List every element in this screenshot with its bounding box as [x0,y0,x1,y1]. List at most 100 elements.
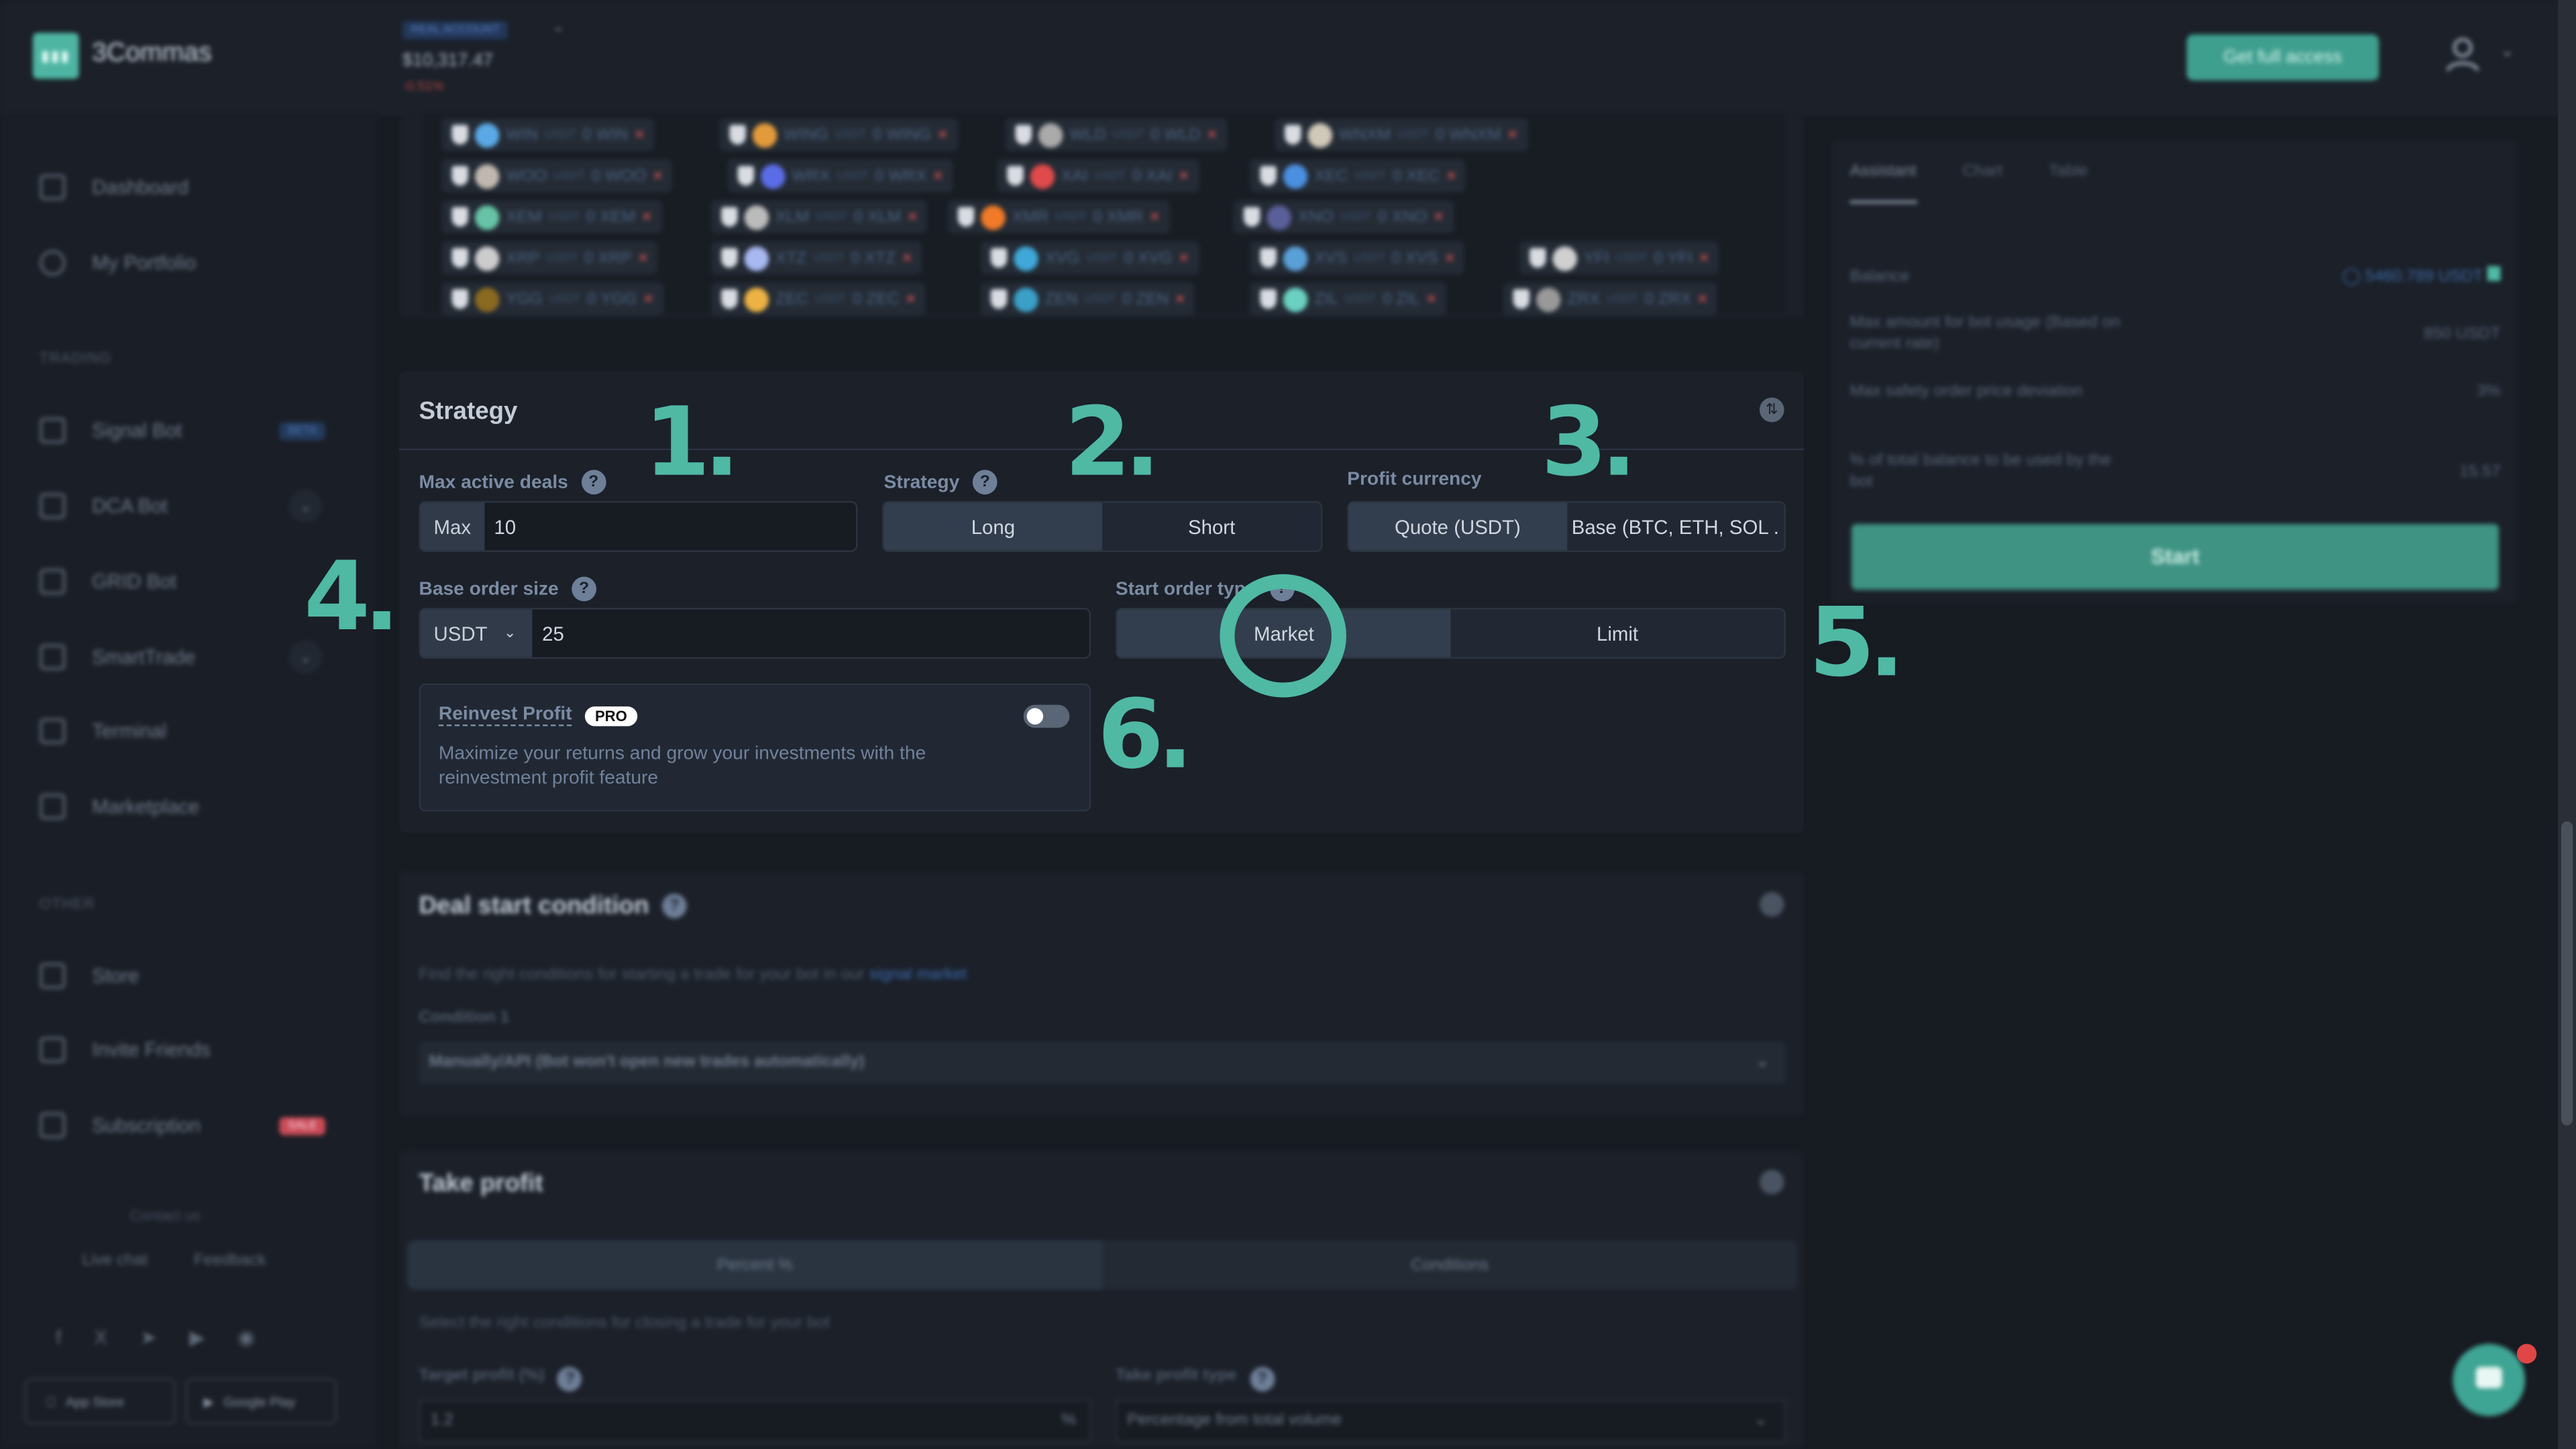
tab-table[interactable]: Table [2048,162,2088,181]
remove-icon[interactable]: × [1426,290,1436,309]
pair-pill[interactable]: WING USDT 0 WING × [719,118,958,152]
pair-pill[interactable]: XVS USDT 0 XVS × [1250,241,1464,274]
strategy-toggle[interactable]: Long Short [882,500,1323,552]
telegram-icon[interactable]: ➤ [140,1326,157,1349]
pair-pill[interactable]: WLD USDT 0 WLD × [1005,118,1227,152]
feedback-link[interactable]: Feedback [193,1252,266,1271]
facebook-icon[interactable]: f [56,1326,62,1349]
remove-icon[interactable]: × [1149,207,1160,226]
remove-icon[interactable]: × [641,207,652,226]
reinvest-title[interactable]: Reinvest Profit [438,705,572,727]
scrollbar-thumb[interactable] [2561,821,2573,1126]
tab-conditions[interactable]: Conditions [1102,1240,1798,1290]
base-order-size-input[interactable]: USDT ⌄ 25 [419,608,1091,659]
pair-pill[interactable]: XAI USDT 0 XAI × [997,159,1199,193]
pair-pill[interactable]: XNO USDT 0 XNO × [1234,200,1454,233]
remove-icon[interactable]: × [635,125,645,144]
strategy-option-long[interactable]: Long [883,502,1103,551]
discord-icon[interactable]: ◉ [237,1326,255,1349]
help-icon[interactable]: ? [557,1366,583,1392]
user-icon[interactable] [2445,36,2481,72]
pair-pill[interactable]: WRX USDT 0 WRX × [727,159,953,193]
sidebar-item-terminal[interactable]: Terminal [39,718,329,745]
sidebar-item-my-portfolio[interactable]: My Portfolio [39,250,329,276]
tab-chart[interactable]: Chart [1962,162,2003,181]
remove-icon[interactable]: × [1697,290,1708,309]
remove-icon[interactable]: × [1507,125,1517,144]
pair-pill[interactable]: XMR USDT 0 XMR × [948,200,1169,233]
pair-pill[interactable]: XVG USDT 0 XVG × [981,241,1199,274]
chevron-down-icon[interactable]: ⌄ [289,641,323,674]
remove-icon[interactable]: × [933,166,943,185]
pair-pill[interactable]: YGG USDT 0 YGG × [441,282,663,316]
get-full-access-button[interactable]: Get full access [2186,34,2379,81]
remove-icon[interactable]: × [1175,290,1185,309]
remove-icon[interactable]: × [908,207,918,226]
pair-pill[interactable]: ZEC USDT 0 ZEC × [711,282,926,316]
currency-select[interactable]: USDT ⌄ [420,609,533,657]
remove-icon[interactable]: × [1699,249,1709,267]
sidebar-item-subscription[interactable]: Subscription SALE [39,1112,329,1139]
account-type-badge[interactable]: REAL ACCOUNT [402,21,508,40]
help-icon[interactable]: ? [1250,1366,1275,1392]
help-icon[interactable]: ? [581,470,606,495]
strategy-option-short[interactable]: Short [1102,502,1321,551]
scrollbar[interactable] [2558,0,2576,1449]
pair-pill[interactable]: ZIL USDT 0 ZIL × [1250,282,1446,316]
pair-pill[interactable]: XLM USDT 0 XLM × [711,200,928,233]
chevron-down-icon[interactable]: ⌄ [289,489,323,523]
remove-icon[interactable]: × [1207,125,1217,144]
input-value[interactable]: 25 [542,621,564,645]
pair-pill[interactable]: YFI USDT 0 YFI × [1519,241,1719,274]
refresh-icon[interactable] [2487,266,2501,281]
help-icon[interactable]: ? [972,470,998,495]
live-chat-link[interactable]: Live chat [82,1252,148,1271]
profit-currency-base[interactable]: Base (BTC, ETH, SOL . [1566,502,1784,551]
pair-pill[interactable]: WIN USDT 0 WIN × [441,118,655,152]
start-button[interactable]: Start [1851,524,2499,590]
order-type-limit[interactable]: Limit [1450,609,1784,657]
input-value[interactable]: 10 [494,515,517,539]
profit-currency-toggle[interactable]: Quote (USDT) Base (BTC, ETH, SOL . [1347,500,1786,552]
signal-market-link[interactable]: signal market [869,966,967,984]
sidebar-item-dca-bot[interactable]: DCA Bot ⌄ [39,489,329,523]
remove-icon[interactable]: × [1446,166,1456,185]
pair-pill[interactable]: XTZ USDT 0 XTZ × [711,241,922,274]
logo-icon[interactable]: ▮▮▮ [32,32,79,79]
app-store-button[interactable]: App Store [24,1378,176,1425]
collapse-icon[interactable]: ⇅ [1759,397,1784,423]
remove-icon[interactable]: × [1434,207,1444,226]
remove-icon[interactable]: × [638,249,648,267]
sidebar-item-signal-bot[interactable]: Signal Bot BETA [39,417,329,444]
sidebar-item-store[interactable]: Store [39,963,329,989]
remove-icon[interactable]: × [653,166,663,185]
sidebar-item-marketplace[interactable]: Marketplace [39,793,329,820]
pair-pill[interactable]: XEC USDT 0 XEC × [1250,159,1466,193]
reinvest-toggle[interactable] [1023,704,1070,728]
pair-pill[interactable]: WNXM USDT 0 WNXM × [1275,118,1527,152]
pair-pill[interactable]: ZEN USDT 0 ZEN × [981,282,1195,316]
max-active-deals-input[interactable]: Max 10 [419,500,858,552]
google-play-button[interactable]: ▶ Google Play [185,1378,337,1425]
pair-pill[interactable]: XEM USDT 0 XEM × [441,200,661,233]
pair-pill[interactable]: XRP USDT 0 XRP × [441,241,658,274]
pair-pill[interactable]: WOO USDT 0 WOO × [441,159,673,193]
remove-icon[interactable]: × [1444,249,1455,267]
sidebar-item-dashboard[interactable]: Dashboard [39,174,329,201]
pair-pill[interactable]: ZRX USDT 0 ZRX × [1503,282,1717,316]
remove-icon[interactable]: × [906,290,916,309]
tab-assistant[interactable]: Assistant [1849,162,1917,204]
help-icon[interactable]: ? [662,894,687,918]
target-profit-input[interactable]: 1.2% [419,1399,1091,1443]
help-icon[interactable]: ? [572,576,597,602]
order-type-market[interactable]: Market [1117,609,1451,657]
remove-icon[interactable]: × [902,249,912,267]
profit-currency-quote[interactable]: Quote (USDT) [1348,502,1567,551]
condition-select[interactable]: Manually/API (Bot won't open new trades … [419,1041,1786,1085]
tab-percent[interactable]: Percent % [407,1240,1103,1290]
youtube-icon[interactable]: ▶ [189,1326,205,1349]
collapse-icon[interactable] [1759,892,1784,917]
chevron-down-icon[interactable]: ⌄ [551,17,565,35]
chevron-down-icon[interactable]: ⌄ [2500,42,2514,61]
sidebar-item-grid-bot[interactable]: GRID Bot [39,568,329,595]
